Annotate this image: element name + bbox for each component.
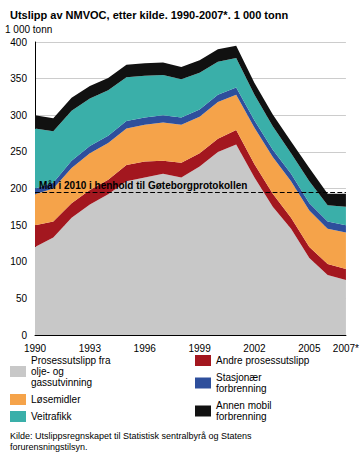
svg-text:1999: 1999: [188, 343, 211, 354]
svg-text:Veitrafikk: Veitrafikk: [31, 411, 73, 422]
svg-text:forurensningstilsyn.: forurensningstilsyn.: [10, 442, 88, 452]
svg-text:gassutvinning: gassutvinning: [31, 377, 92, 388]
svg-text:Stasjonær: Stasjonær: [216, 372, 264, 383]
svg-text:2005: 2005: [298, 343, 321, 354]
svg-text:100: 100: [10, 256, 27, 267]
svg-text:1 000 tonn: 1 000 tonn: [5, 24, 52, 35]
svg-text:150: 150: [10, 220, 27, 231]
svg-text:1990: 1990: [24, 343, 47, 354]
svg-text:350: 350: [10, 73, 27, 84]
svg-text:Løsemidler: Løsemidler: [31, 394, 81, 405]
svg-text:Kilde: Utslippsregnskapet til: Kilde: Utslippsregnskapet til Statistisk…: [10, 431, 254, 441]
svg-text:forbrenning: forbrenning: [216, 383, 267, 394]
svg-text:Prosessutslipp fra: Prosessutslipp fra: [31, 355, 113, 366]
svg-text:olje- og: olje- og: [31, 366, 67, 377]
svg-text:Utslipp av NMVOC, etter kilde.: Utslipp av NMVOC, etter kilde. 1990-2007…: [10, 9, 288, 21]
svg-text:forbrenning: forbrenning: [216, 411, 267, 422]
svg-text:Annen mobil: Annen mobil: [216, 400, 274, 411]
svg-text:300: 300: [10, 110, 27, 121]
svg-text:400: 400: [10, 37, 27, 48]
svg-text:2002: 2002: [243, 343, 266, 354]
svg-text:50: 50: [16, 293, 28, 304]
svg-text:0: 0: [21, 330, 27, 341]
svg-text:200: 200: [10, 183, 27, 194]
svg-text:1996: 1996: [134, 343, 157, 354]
svg-text:250: 250: [10, 146, 27, 157]
svg-text:Mål i 2010 i henhold til Gøteb: Mål i 2010 i henhold til Gøteborgprotoko…: [39, 180, 247, 191]
svg-text:2007*: 2007*: [333, 343, 359, 354]
svg-text:Andre prosessutslipp: Andre prosessutslipp: [216, 355, 310, 366]
svg-text:1993: 1993: [79, 343, 102, 354]
